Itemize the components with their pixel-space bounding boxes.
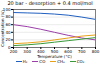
html-text:20 bar - desorption + 0.4 mol/: 20 bar - desorption + 0.4 mol/mol	[7, 0, 93, 6]
svg-text:600: 600	[64, 49, 72, 55]
svg-text:400: 400	[37, 49, 45, 55]
svg-text:800: 800	[92, 49, 100, 54]
svg-text:100: 100	[2, 6, 11, 12]
svg-text:700: 700	[78, 49, 86, 54]
svg-text:0: 0	[8, 44, 11, 50]
html-text:CH₄: CH₄	[57, 59, 65, 64]
svg-text:200: 200	[10, 49, 18, 54]
svg-text:60: 60	[5, 22, 11, 27]
svg-text:40: 40	[5, 30, 11, 35]
html-text:H₂: H₂	[22, 59, 28, 64]
html-text:CO: CO	[39, 59, 46, 64]
svg-text:500: 500	[50, 49, 59, 55]
svg-text:20: 20	[5, 37, 11, 42]
svg-text:300: 300	[23, 49, 31, 54]
svg-text:Concentration (%): Concentration (%)	[0, 10, 5, 47]
svg-text:80: 80	[5, 14, 11, 19]
svg-text:Temperature (°C): Temperature (°C)	[36, 54, 72, 59]
html-text:CO₂: CO₂	[76, 59, 85, 64]
